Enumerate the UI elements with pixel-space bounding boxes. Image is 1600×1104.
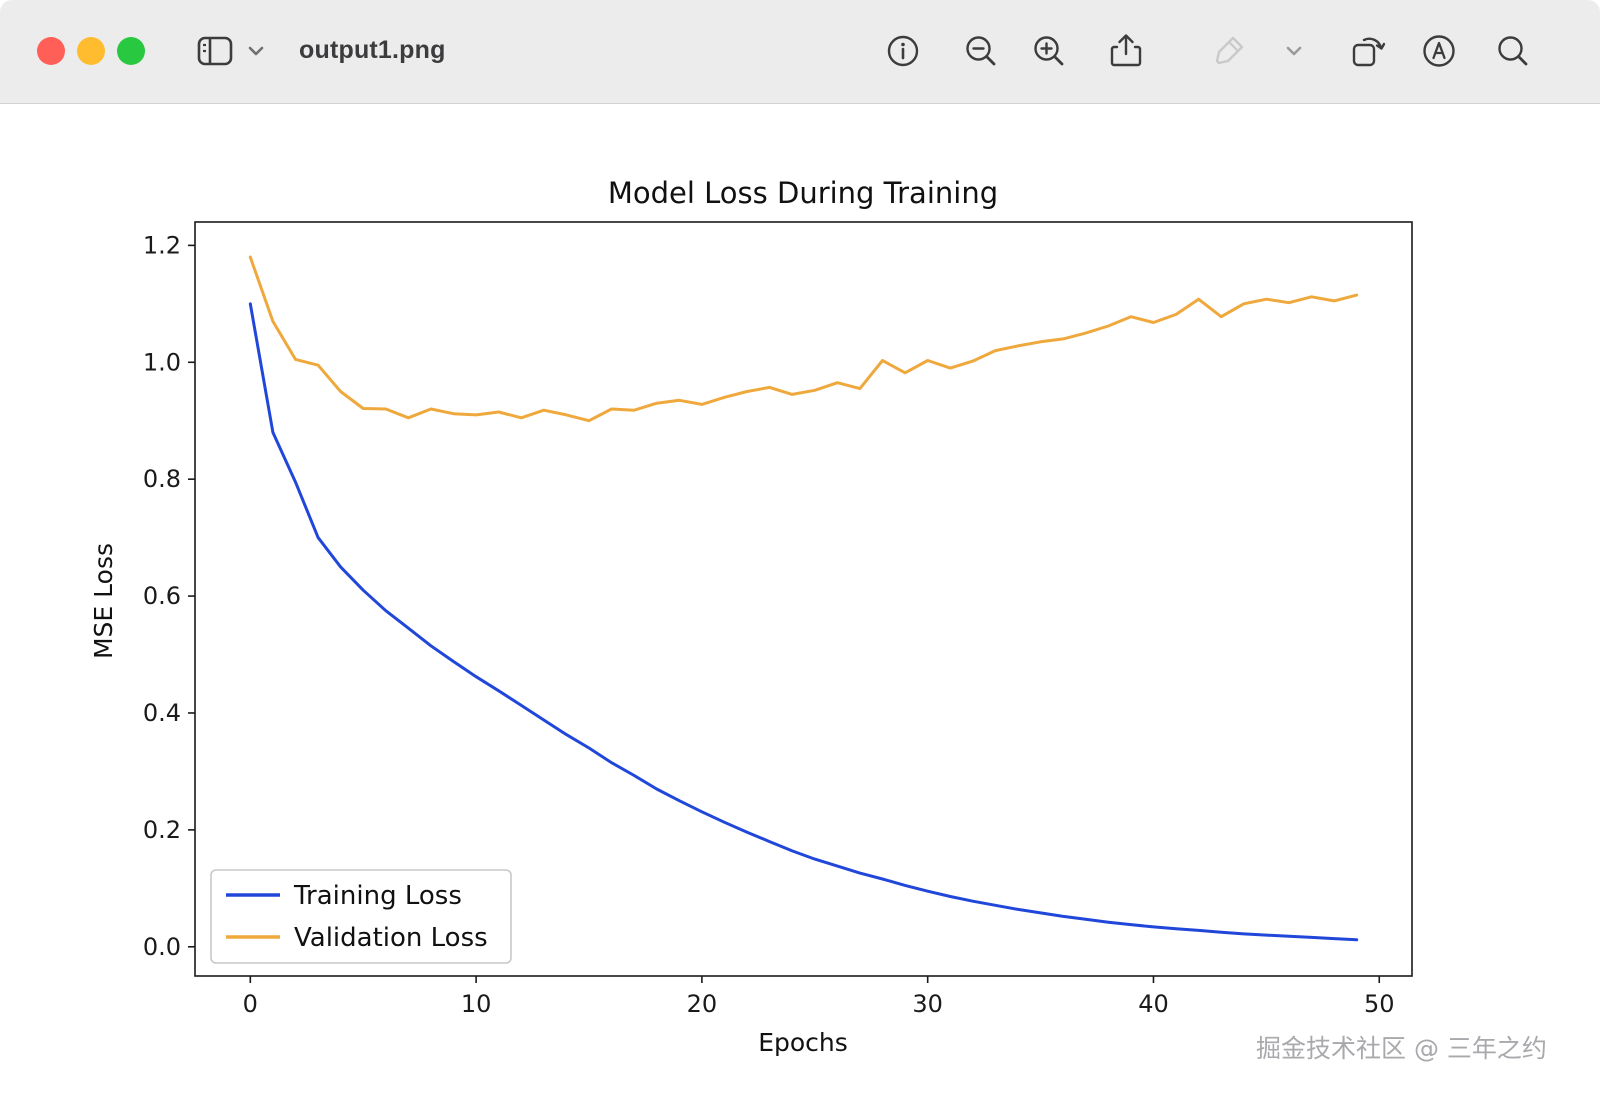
zoom-in-icon[interactable] <box>1028 30 1070 72</box>
zoom-window-button[interactable] <box>117 37 145 65</box>
pencil-menu-chevron-icon[interactable] <box>1278 30 1310 72</box>
loss-chart: Model Loss During Training Epochs MSE Lo… <box>89 176 1413 1057</box>
annotate-icon[interactable] <box>1418 30 1460 72</box>
svg-text:10: 10 <box>461 990 492 1018</box>
window-toolbar: output1.png <box>0 0 1600 104</box>
svg-text:1.0: 1.0 <box>143 348 181 376</box>
svg-text:0: 0 <box>243 990 258 1018</box>
chart-legend: Training Loss Validation Loss <box>210 869 512 964</box>
search-icon[interactable] <box>1492 30 1534 72</box>
share-icon[interactable] <box>1105 30 1147 72</box>
sidebar-chevron-icon[interactable] <box>242 30 270 72</box>
axes-frame <box>194 221 1413 977</box>
document-canvas: Model Loss During Training Epochs MSE Lo… <box>0 104 1600 1104</box>
svg-text:0.0: 0.0 <box>143 933 181 961</box>
markup-pencil-icon <box>1208 30 1250 72</box>
minimize-window-button[interactable] <box>77 37 105 65</box>
svg-text:0.8: 0.8 <box>143 465 181 493</box>
svg-text:0.6: 0.6 <box>143 582 181 610</box>
svg-text:0.4: 0.4 <box>143 699 181 727</box>
axis-ticks: 0 10 20 30 40 50 0.0 0.2 0.4 0.6 0.8 1.0 1.2 <box>143 231 1395 1018</box>
legend-label-validation: Validation Loss <box>294 923 488 953</box>
chart-title: Model Loss During Training <box>608 176 998 210</box>
x-axis-label: Epochs <box>758 1028 848 1057</box>
rotate-left-icon[interactable] <box>1347 30 1389 72</box>
svg-text:20: 20 <box>687 990 718 1018</box>
series-line-0 <box>248 302 1359 942</box>
svg-text:50: 50 <box>1364 990 1395 1018</box>
legend-label-training: Training Loss <box>293 881 462 911</box>
close-window-button[interactable] <box>37 37 65 65</box>
svg-text:1.2: 1.2 <box>143 231 181 259</box>
svg-text:0.2: 0.2 <box>143 816 181 844</box>
window-title: output1.png <box>299 36 446 64</box>
y-axis-label: MSE Loss <box>89 543 118 659</box>
watermark: 掘金技术社区 @ 三年之约 <box>1256 1034 1547 1063</box>
zoom-out-icon[interactable] <box>960 30 1002 72</box>
info-icon[interactable] <box>882 30 924 72</box>
svg-text:40: 40 <box>1138 990 1169 1018</box>
svg-text:30: 30 <box>912 990 943 1018</box>
series-line-1 <box>248 255 1359 423</box>
sidebar-toggle-icon[interactable] <box>194 30 236 72</box>
